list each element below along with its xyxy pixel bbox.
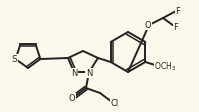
Text: N: N xyxy=(71,69,77,78)
Text: F: F xyxy=(176,6,180,15)
Text: S: S xyxy=(12,55,18,64)
Text: O: O xyxy=(69,94,75,102)
Text: Cl: Cl xyxy=(111,98,119,108)
Text: O: O xyxy=(145,20,151,29)
Text: F: F xyxy=(174,23,179,31)
Text: N: N xyxy=(86,69,92,78)
Text: OCH$_3$: OCH$_3$ xyxy=(154,61,176,73)
